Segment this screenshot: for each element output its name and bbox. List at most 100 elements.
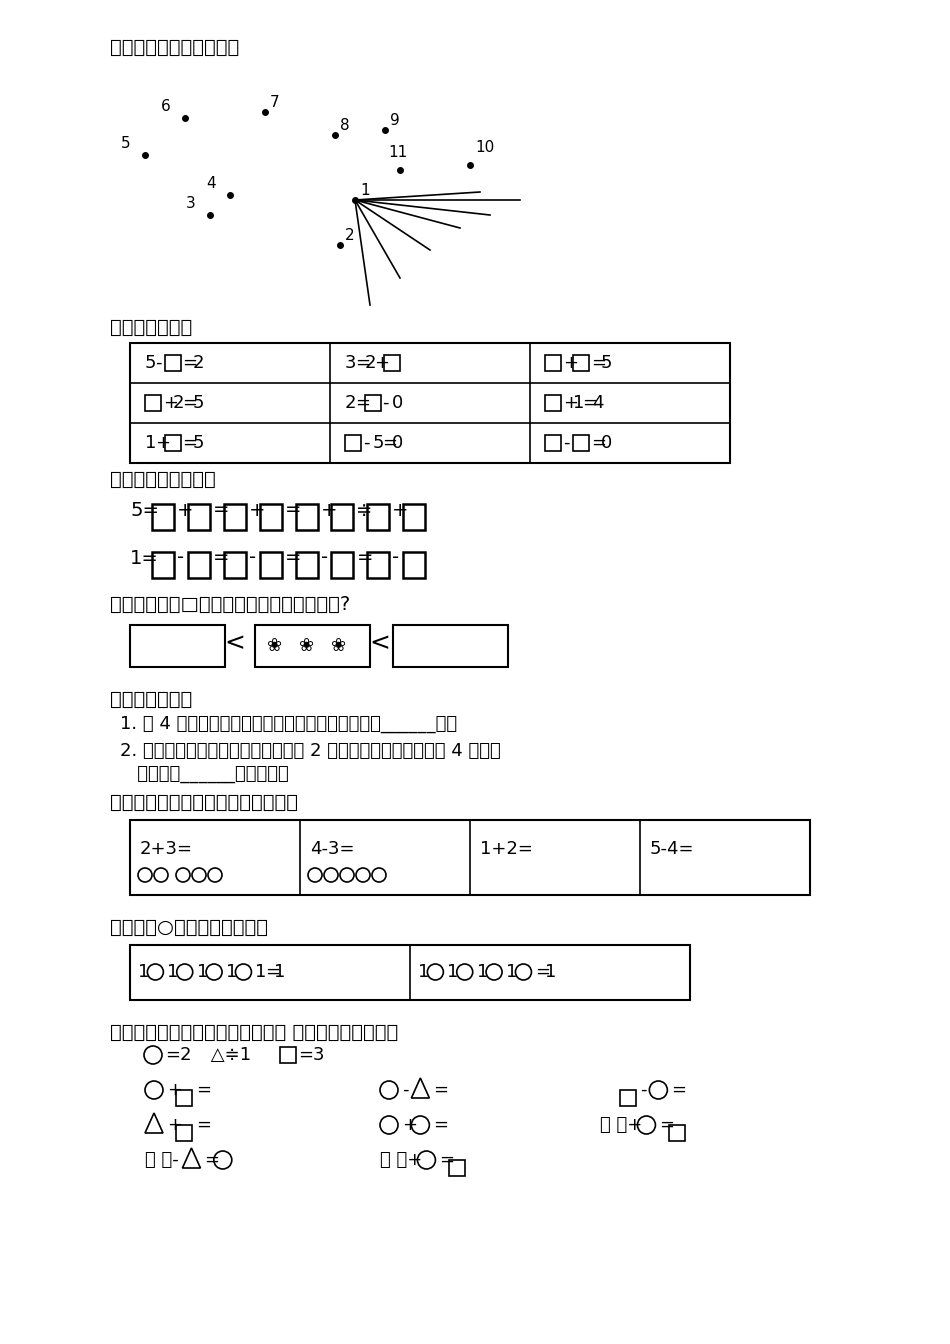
Text: 十八、在○里填上运算符号。: 十八、在○里填上运算符号。 (110, 918, 268, 937)
Text: +: + (249, 500, 265, 520)
Text: 2: 2 (192, 353, 203, 372)
Bar (545, 395, 561, 411)
Text: -: - (392, 548, 400, 567)
Bar (573, 355, 589, 371)
Bar (368, 552, 390, 578)
Text: 2+3=: 2+3= (140, 840, 193, 857)
Text: 1: 1 (167, 964, 179, 981)
Text: -: - (640, 1081, 647, 1099)
Text: -: - (563, 434, 569, 452)
Text: +: + (563, 394, 578, 413)
Text: 10: 10 (475, 140, 494, 155)
Text: -: - (320, 548, 328, 567)
Text: =: = (285, 548, 301, 567)
Text: ≑: ≑ (356, 500, 372, 520)
Text: （ ）+: （ ）+ (600, 1116, 642, 1134)
Text: +: + (167, 1081, 182, 1099)
Text: 1+2=: 1+2= (480, 840, 533, 857)
Text: 5=: 5= (130, 500, 159, 520)
Bar (404, 552, 426, 578)
Text: -: - (402, 1081, 408, 1099)
Text: =: = (204, 1150, 219, 1169)
Bar (223, 552, 246, 578)
Text: 5: 5 (192, 434, 203, 452)
Text: 十二、由大到小连连看。: 十二、由大到小连连看。 (110, 38, 239, 56)
Text: +: + (177, 500, 194, 520)
Text: 1: 1 (477, 964, 488, 981)
Text: 十六、填一填。: 十六、填一填。 (110, 689, 192, 710)
Text: 9: 9 (390, 113, 400, 128)
Bar (177, 1125, 192, 1141)
Bar (259, 552, 281, 578)
Bar (345, 435, 361, 452)
Text: 2: 2 (345, 394, 356, 413)
Bar (365, 395, 381, 411)
Bar (259, 504, 281, 530)
Bar (164, 355, 180, 371)
Text: =: = (591, 434, 606, 452)
Text: =: = (197, 1116, 211, 1134)
Text: 1: 1 (275, 964, 286, 981)
Text: =3: =3 (298, 1046, 325, 1064)
Text: 十五、左面的□里可以画几朵花？右边的呢?: 十五、左面的□里可以画几朵花？右边的呢? (110, 595, 351, 614)
Text: 2: 2 (345, 228, 354, 243)
Text: +: + (155, 434, 170, 452)
Text: 十七、照样子画一画，再写出得数。: 十七、照样子画一画，再写出得数。 (110, 793, 298, 812)
Text: +: + (163, 394, 178, 413)
Text: +: + (563, 353, 578, 372)
Text: =2: =2 (165, 1046, 192, 1064)
Text: =: = (354, 353, 370, 372)
Text: △≑1: △≑1 (205, 1046, 256, 1064)
Bar (620, 1090, 636, 1106)
Text: =: = (213, 548, 229, 567)
Text: =: = (285, 500, 301, 520)
Bar (384, 355, 400, 371)
Text: 3: 3 (345, 353, 356, 372)
Text: ❀: ❀ (332, 637, 347, 655)
Bar (669, 1125, 685, 1141)
Text: +: + (374, 353, 390, 372)
Text: =: = (182, 394, 198, 413)
Text: =: = (213, 500, 229, 520)
Text: +: + (402, 1116, 417, 1134)
Bar (130, 343, 730, 462)
Text: =: = (659, 1116, 674, 1134)
Bar (223, 504, 246, 530)
Text: 2: 2 (365, 353, 376, 372)
Text: ❀: ❀ (299, 637, 314, 655)
Text: 队一共有______个小朋友。: 队一共有______个小朋友。 (120, 765, 289, 784)
Text: =: = (582, 394, 598, 413)
Text: +: + (320, 500, 337, 520)
Text: 5: 5 (122, 136, 131, 151)
Bar (448, 1160, 465, 1176)
Bar (177, 1090, 192, 1106)
Text: 1=: 1= (130, 548, 159, 567)
Text: =: = (440, 1150, 454, 1169)
Text: =: = (354, 394, 370, 413)
Text: 1: 1 (418, 964, 429, 981)
Text: 1: 1 (197, 964, 208, 981)
Bar (280, 1047, 296, 1063)
Bar (164, 435, 180, 452)
Bar (255, 625, 370, 667)
Bar (393, 625, 508, 667)
Text: 5: 5 (145, 353, 157, 372)
Text: 6: 6 (162, 99, 171, 114)
Text: =: = (182, 353, 198, 372)
Text: 1. 把 4 块糖果公平地分给两个小朋友，应该每人分______块。: 1. 把 4 块糖果公平地分给两个小朋友，应该每人分______块。 (120, 715, 457, 732)
Bar (368, 504, 390, 530)
Bar (130, 945, 690, 1000)
Text: +: + (392, 500, 408, 520)
Text: =: = (672, 1081, 686, 1099)
Text: =: = (433, 1116, 448, 1134)
Bar (188, 504, 210, 530)
Text: =: = (197, 1081, 211, 1099)
Text: 5: 5 (372, 434, 384, 452)
Text: -: - (249, 548, 256, 567)
Text: =: = (433, 1081, 448, 1099)
Bar (130, 820, 810, 895)
Bar (545, 355, 561, 371)
Text: 4-3=: 4-3= (310, 840, 354, 857)
Text: 11: 11 (389, 145, 408, 160)
Text: 十三、动脑筋。: 十三、动脑筋。 (110, 319, 192, 337)
